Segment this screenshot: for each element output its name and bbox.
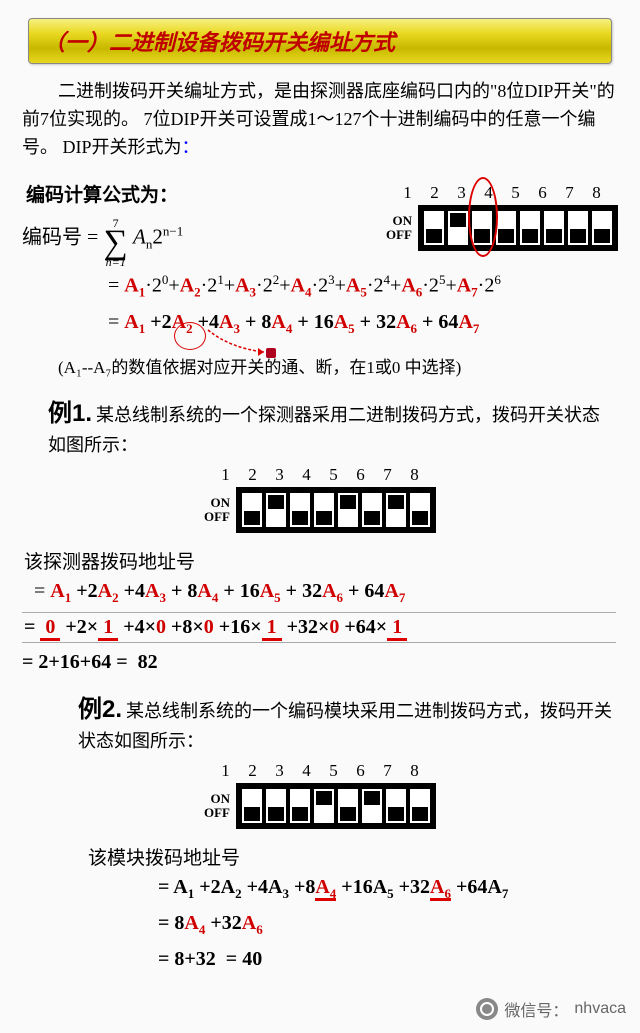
dip-switch-off: [362, 493, 382, 527]
dip-switch-off: [424, 211, 444, 245]
dip-switch-on: [338, 493, 358, 527]
footnote: (A₁--A₇的数值依据对应开关的通、断，在1或0 中选择): [58, 353, 612, 378]
dip-switch-off: [496, 211, 516, 245]
ex2-line3: = 8+32 = 40: [158, 948, 616, 971]
dip-switch-off: [290, 493, 310, 527]
dip-switch-off: [544, 211, 564, 245]
ex1-line2: = 0 +2× 1 +4×0 +8×0 +16× 1 +32×0 +64× 1: [22, 612, 616, 643]
colon-icon: ：: [182, 137, 200, 157]
dip-switch-off: [410, 493, 430, 527]
dip-switch-off: [568, 211, 588, 245]
dip-switch-ex1: 12345678 ONOFF: [18, 465, 622, 533]
dip-switch-off: [314, 493, 334, 527]
ex1-line1: = A1 +2A2 +4A3 + 8A4 + 16A5 + 32A6 + 64A…: [34, 580, 616, 606]
dip-switch-off: [386, 789, 406, 823]
watermark: 微信号：nhvaca: [476, 997, 626, 1021]
dip-switch-off: [338, 789, 358, 823]
dip-switch-top: 12345678 ONOFF: [386, 183, 618, 251]
formula-section: 编码计算公式为： 编码号 = 7 ∑ n=1 An2n−1: [22, 170, 183, 264]
example-2-intro: 例2. 某总线制系统的一个编码模块采用二进制拨码方式，拨码开关状态如图所示：: [78, 692, 614, 755]
dip-switch-on: [266, 493, 286, 527]
dip-switch-off: [592, 211, 612, 245]
dip-switch-off: [242, 493, 262, 527]
red-circle-a2: [174, 322, 206, 350]
ex2-line1: = A1 +2A2 +4A3 +8A4 +16A5 +32A6 +64A7: [158, 876, 616, 902]
page: （一）二进制设备拨码开关编址方式 二进制拨码开关编址方式，是由探测器底座编码口内…: [0, 0, 640, 1033]
dip-switch-off: [520, 211, 540, 245]
dip-switch-on: [314, 789, 334, 823]
red-circle-dip2: [468, 177, 498, 257]
formula-label: 编码计算公式为：: [26, 180, 179, 207]
dip-switch-ex2: 12345678 ONOFF: [18, 761, 622, 829]
dip-switch-off: [290, 789, 310, 823]
dip-switch-off: [266, 789, 286, 823]
wechat-icon: [476, 998, 498, 1020]
dip-switch-on: [448, 211, 468, 245]
dip-switch-off: [410, 789, 430, 823]
dip-switch-on: [362, 789, 382, 823]
ex2-address-label: 该模块拨码地址号: [88, 843, 616, 870]
dip-switch-off: [242, 789, 262, 823]
intro-paragraph: 二进制拨码开关编址方式，是由探测器底座编码口内的"8位DIP开关"的前7位实现的…: [22, 78, 618, 162]
example-1-intro: 例1. 某总线制系统的一个探测器采用二进制拨码方式，拨码开关状态如图所示：: [48, 396, 614, 459]
formula-sigma: 编码号 = 7 ∑ n=1 An2n−1: [22, 213, 183, 264]
section-title: （一）二进制设备拨码开关编址方式: [28, 18, 612, 64]
dip-switch-on: [386, 493, 406, 527]
ex1-line3: = 2+16+64 = 82: [22, 651, 616, 674]
ex2-line2: = 8A4 +32A6: [158, 912, 616, 938]
expansion-line-1: = A1·20+A2·21+A3·22+A4·23+A5·24+A6·25+A7…: [108, 272, 612, 301]
formula-dip-row: 编码计算公式为： 编码号 = 7 ∑ n=1 An2n−1 12345678 O…: [22, 170, 622, 264]
on-off-label: ONOFF: [386, 214, 412, 242]
ex1-address-label: 该探测器拨码地址号: [24, 547, 616, 574]
